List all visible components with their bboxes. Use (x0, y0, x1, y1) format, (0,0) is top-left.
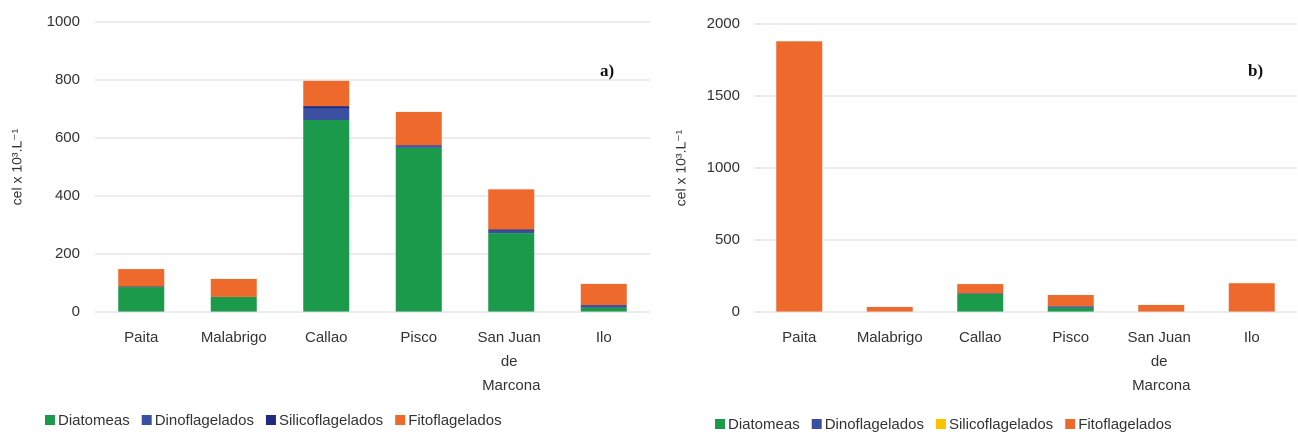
y-tick-label: 200 (55, 245, 80, 262)
panel-label: b) (1248, 61, 1263, 80)
bar-segment (395, 147, 442, 312)
y-tick-label: 600 (55, 129, 80, 146)
x-tick-label: Ilo (596, 329, 612, 346)
bar-segment (957, 294, 1004, 312)
y-tick-label: 1000 (707, 159, 740, 176)
bar-segment (1138, 304, 1185, 312)
x-tick-label: Ilo (1244, 329, 1260, 346)
bar-segment (488, 233, 535, 312)
bar-segment (580, 283, 627, 306)
bar-segment (580, 307, 627, 312)
legend-label: Fitoflagelados (1078, 416, 1171, 433)
legend-swatch (715, 419, 725, 429)
x-tick-label: Callao (959, 329, 1002, 346)
y-tick-label: 800 (55, 71, 80, 88)
y-tick-label: 400 (55, 187, 80, 204)
bar-segment (395, 145, 442, 147)
legend-label: Diatomeas (728, 416, 800, 433)
bar-segment (957, 293, 1004, 294)
legend-swatch (45, 415, 55, 425)
bar-segment (488, 229, 535, 231)
legend-label: Diatomeas (58, 412, 130, 429)
y-tick-label: 1500 (707, 87, 740, 104)
legend-label: Silicoflagelados (279, 412, 383, 429)
y-tick-label: 0 (732, 303, 740, 320)
y-tick-label: 2000 (707, 15, 740, 32)
legend-swatch (265, 415, 276, 425)
legend-label: Dinoflagelados (825, 416, 924, 433)
legend-swatch (935, 419, 946, 429)
legend-label: Silicoflagelados (949, 416, 1053, 433)
x-tick-label: Malabrigo (857, 329, 923, 346)
x-tick-label: San Juan de Marcona (1127, 329, 1195, 394)
y-axis-label: cel x 10³.L⁻¹ (673, 129, 689, 206)
legend-label: Dinoflagelados (155, 412, 254, 429)
bar-segment (1047, 307, 1094, 312)
y-tick-label: 0 (72, 303, 80, 320)
legend-label: Fitoflagelados (408, 412, 501, 429)
bar-segment (1047, 295, 1094, 307)
bar-segment (488, 189, 535, 230)
x-tick-label: Paita (124, 329, 159, 346)
bar-segment (210, 296, 257, 312)
x-tick-label: Malabrigo (201, 329, 267, 346)
bar-segment (395, 146, 442, 148)
bar-segment (580, 305, 627, 306)
bar-segment (866, 306, 913, 312)
bar-segment (303, 80, 350, 107)
bar-segment (1228, 283, 1275, 312)
legend-swatch (1065, 419, 1076, 429)
bar-segment (303, 106, 350, 109)
legend-swatch (811, 419, 822, 429)
x-tick-label: Paita (782, 329, 817, 346)
x-tick-label: Callao (305, 329, 348, 346)
bar-segment (488, 230, 535, 234)
y-tick-label: 500 (715, 231, 740, 248)
x-tick-label: Pisco (400, 329, 437, 346)
y-tick-label: 1000 (47, 13, 80, 30)
bar-segment (118, 287, 165, 312)
bar-segment (118, 286, 165, 288)
bar-segment (580, 305, 627, 308)
bar-segment (1047, 306, 1094, 308)
bar-segment (776, 41, 823, 312)
bar-segment (303, 120, 350, 313)
x-tick-label: Pisco (1052, 329, 1089, 346)
bar-segment (395, 111, 442, 146)
legend-swatch (141, 415, 152, 425)
bar-segment (303, 108, 350, 121)
panel-label: a) (600, 61, 614, 80)
bar-segment (957, 284, 1004, 294)
x-tick-label: San Juan de Marcona (477, 329, 545, 394)
y-axis-label: cel x 10³.L⁻¹ (9, 128, 25, 205)
bar-segment (118, 269, 165, 287)
bar-segment (210, 278, 257, 297)
legend-swatch (395, 415, 406, 425)
